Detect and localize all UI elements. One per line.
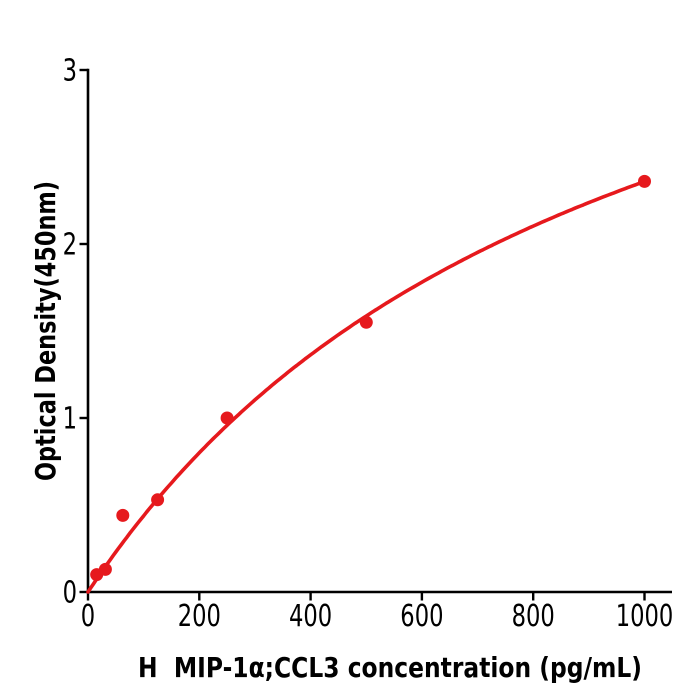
x-axis: 0 200 400 600 800 1000 H MIP-1α;CCL3 concentr…	[81, 590, 674, 684]
x-tick-label: 800	[512, 599, 555, 634]
y-tick-label: 1	[63, 402, 77, 437]
data-point	[220, 411, 234, 425]
fitted-curve	[86, 179, 647, 594]
x-tick-label: 0	[81, 599, 95, 634]
y-axis-title: Optical Density(450nm)	[30, 181, 62, 481]
y-tick-label: 2	[63, 228, 77, 263]
x-tick-label: 200	[178, 599, 221, 634]
x-axis-ticks: 0 200 400 600 800 1000	[81, 592, 674, 634]
x-tick-label: 1000	[616, 599, 674, 634]
y-tick-label: 3	[63, 54, 77, 89]
standard-curve-series	[86, 174, 651, 594]
x-tick-label: 600	[400, 599, 443, 634]
y-tick-label: 0	[63, 576, 77, 611]
x-tick-label: 400	[289, 599, 332, 634]
data-point	[151, 493, 165, 507]
data-point	[116, 508, 130, 522]
data-point	[638, 174, 651, 188]
data-point	[98, 562, 112, 576]
y-axis: 0 1 2 3 Optical Density(450nm)	[30, 54, 90, 611]
data-point	[359, 315, 373, 329]
x-axis-title: H MIP-1α;CCL3 concentration (pg/mL)	[138, 652, 642, 684]
y-axis-ticks: 0 1 2 3	[63, 54, 88, 611]
